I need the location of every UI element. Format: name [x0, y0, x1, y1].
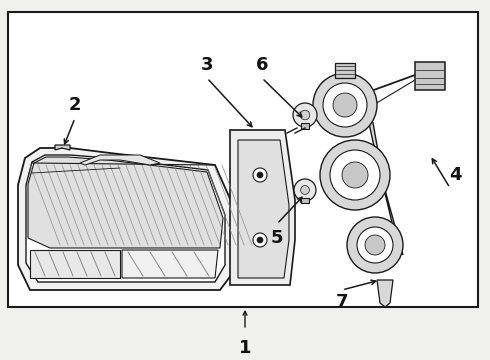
Polygon shape — [26, 155, 225, 282]
Polygon shape — [415, 62, 445, 90]
Polygon shape — [80, 155, 160, 165]
Text: 4: 4 — [449, 166, 461, 184]
Polygon shape — [30, 250, 120, 278]
Circle shape — [320, 140, 390, 210]
Circle shape — [365, 235, 385, 255]
Circle shape — [293, 103, 317, 127]
Text: 3: 3 — [201, 56, 213, 74]
Circle shape — [257, 237, 263, 243]
Polygon shape — [365, 105, 403, 255]
Text: 5: 5 — [271, 229, 283, 247]
Text: 2: 2 — [69, 96, 81, 114]
Circle shape — [313, 73, 377, 137]
Text: 1: 1 — [239, 339, 251, 357]
Polygon shape — [122, 250, 218, 278]
Circle shape — [253, 168, 267, 182]
Polygon shape — [28, 157, 223, 248]
Polygon shape — [55, 145, 70, 150]
Polygon shape — [18, 148, 235, 290]
Text: 7: 7 — [336, 293, 348, 311]
Circle shape — [257, 172, 263, 178]
Bar — [8, 12, 478, 307]
Polygon shape — [230, 130, 295, 285]
Polygon shape — [238, 140, 289, 278]
Bar — [301, 123, 309, 129]
Circle shape — [347, 217, 403, 273]
Circle shape — [294, 179, 316, 201]
Bar — [301, 198, 309, 203]
Text: 6: 6 — [256, 56, 268, 74]
Circle shape — [330, 150, 380, 200]
Circle shape — [300, 186, 309, 194]
Circle shape — [253, 233, 267, 247]
Polygon shape — [377, 280, 393, 307]
Circle shape — [323, 83, 367, 127]
Circle shape — [333, 93, 357, 117]
Circle shape — [357, 227, 393, 263]
Circle shape — [300, 110, 310, 120]
Circle shape — [342, 162, 368, 188]
Bar — [335, 63, 355, 78]
